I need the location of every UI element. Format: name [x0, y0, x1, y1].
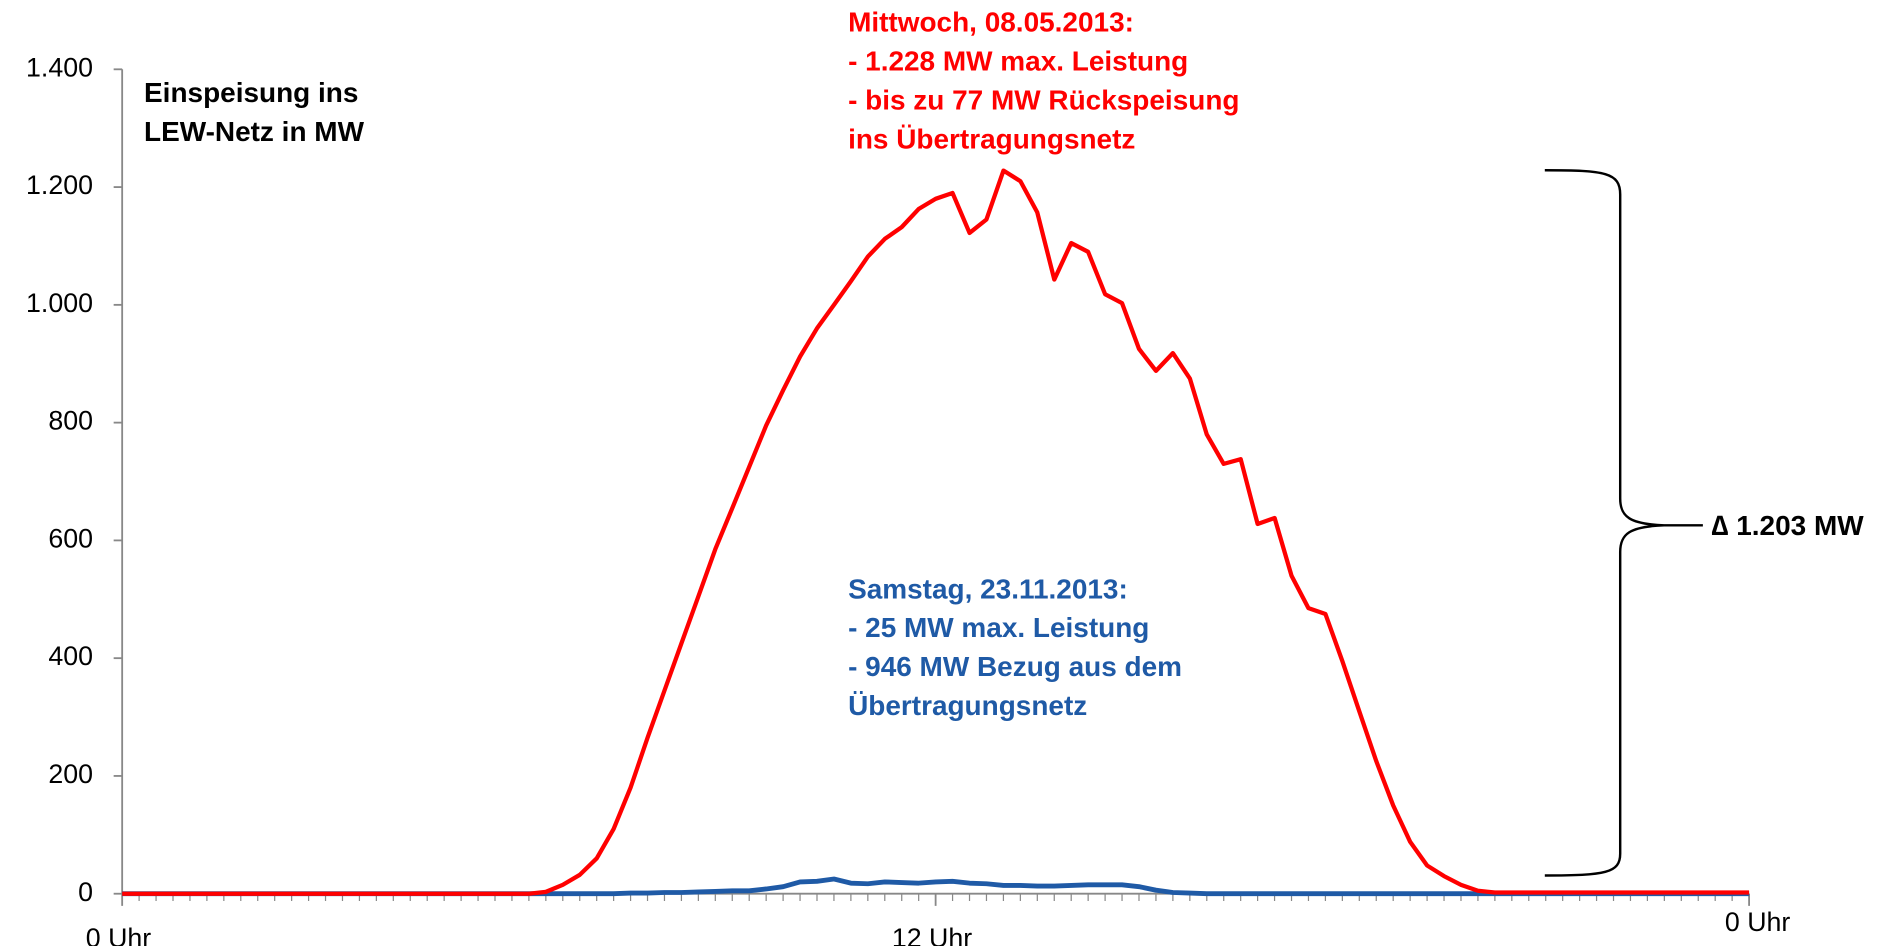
series-line — [122, 168, 1750, 896]
x-tick-label: 0 Uhr — [86, 923, 152, 946]
annotation: - 1.228 MW max. Leistung — [848, 46, 1188, 77]
annotation: Übertragungsnetz — [848, 690, 1087, 721]
y-tick-label: 800 — [48, 406, 93, 436]
brace — [1544, 169, 1665, 877]
annotation: Samstag, 23.11.2013: — [848, 573, 1128, 604]
x-tick-label: 0 Uhr — [1725, 907, 1791, 937]
annotation: ins Übertragungsnetz — [848, 123, 1135, 154]
y-tick-label: 1.200 — [26, 170, 93, 200]
annotation: - 25 MW max. Leistung — [848, 612, 1149, 643]
delta-label: ∆ 1.203 MW — [1711, 510, 1864, 541]
chart-title: Einspeisung ins — [144, 77, 358, 108]
annotation: - bis zu 77 MW Rückspeisung — [848, 85, 1239, 116]
chart-title: LEW-Netz in MW — [144, 116, 365, 147]
y-tick-label: 600 — [48, 523, 93, 553]
annotation: Mittwoch, 08.05.2013: — [848, 7, 1134, 38]
y-tick-label: 1.400 — [26, 52, 93, 82]
y-tick-label: 0 — [78, 877, 93, 907]
y-tick-label: 400 — [48, 641, 93, 671]
x-tick-label: 12 Uhr — [892, 923, 972, 946]
y-tick-label: 200 — [48, 759, 93, 789]
y-tick-label: 1.000 — [26, 288, 93, 318]
annotation: - 946 MW Bezug aus dem — [848, 651, 1182, 682]
